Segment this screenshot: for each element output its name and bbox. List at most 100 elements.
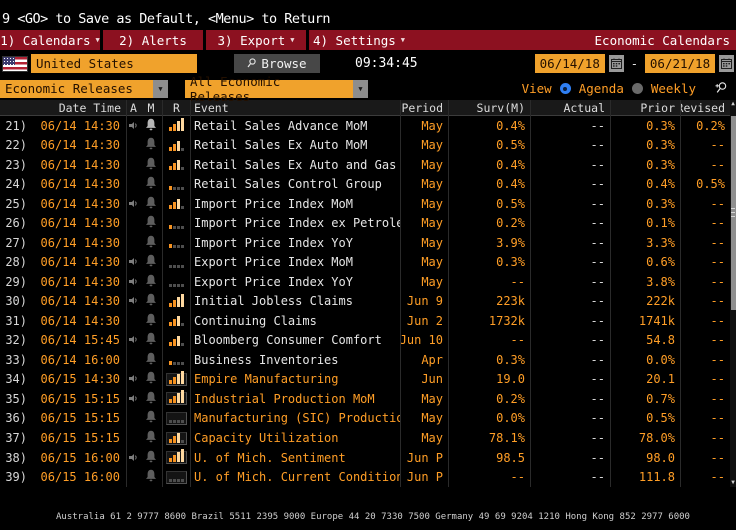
audio-alert-cell[interactable] bbox=[126, 311, 140, 331]
browse-button[interactable]: Browse bbox=[234, 54, 320, 73]
event-name[interactable]: Bloomberg Consumer Comfort bbox=[190, 330, 400, 351]
monitor-alert-cell[interactable] bbox=[140, 350, 162, 370]
monitor-alert-cell[interactable] bbox=[140, 409, 162, 429]
date-to-input[interactable]: 06/21/18 bbox=[645, 54, 715, 73]
audio-alert-cell[interactable] bbox=[126, 155, 140, 175]
audio-alert-cell[interactable] bbox=[126, 135, 140, 156]
audio-alert-cell[interactable] bbox=[126, 330, 140, 351]
scroll-down-arrow-icon[interactable]: ▼ bbox=[731, 479, 735, 486]
table-row[interactable]: 30) 06/14 14:30 Initial Jobless Claims Jun … bbox=[0, 291, 730, 312]
table-row[interactable]: 27) 06/14 14:30 Import Price Index YoY May 3… bbox=[0, 233, 730, 253]
relevance-cell[interactable] bbox=[162, 213, 190, 234]
audio-alert-cell[interactable] bbox=[126, 428, 140, 448]
event-name[interactable]: Export Price Index YoY bbox=[190, 272, 400, 292]
calendar-picker-to-button[interactable] bbox=[719, 55, 734, 72]
audio-alert-cell[interactable] bbox=[126, 408, 140, 429]
search-icon[interactable] bbox=[714, 79, 728, 98]
event-name[interactable]: Retail Sales Advance MoM bbox=[190, 116, 400, 136]
menu-item-settings[interactable]: 4) Settings ▼ bbox=[309, 30, 409, 50]
relevance-cell[interactable] bbox=[162, 350, 190, 370]
monitor-alert-cell[interactable] bbox=[140, 253, 162, 273]
audio-alert-cell[interactable] bbox=[126, 350, 140, 370]
radio-weekly-label[interactable]: Weekly bbox=[650, 81, 696, 96]
event-name[interactable]: Initial Jobless Claims bbox=[190, 291, 400, 312]
vertical-scrollbar[interactable]: ▲ ▼ bbox=[730, 100, 736, 487]
table-row[interactable]: 34) 06/15 14:30 Empire Manufacturing Jun 19.… bbox=[0, 369, 730, 390]
relevance-cell[interactable] bbox=[162, 428, 190, 448]
table-row[interactable]: 36) 06/15 15:15 Manufacturing (SIC) Produc… bbox=[0, 408, 730, 429]
table-row[interactable]: 25) 06/14 14:30 Import Price Index MoM May 0… bbox=[0, 194, 730, 214]
monitor-alert-cell[interactable] bbox=[140, 155, 162, 175]
relevance-cell[interactable] bbox=[162, 252, 190, 273]
monitor-alert-cell[interactable] bbox=[140, 136, 162, 156]
relevance-cell[interactable] bbox=[162, 389, 190, 409]
event-name[interactable]: Retail Sales Ex Auto and Gas bbox=[190, 155, 400, 175]
column-header-period[interactable]: Period bbox=[400, 100, 448, 116]
column-header-prior[interactable]: Prior bbox=[610, 100, 680, 116]
column-header-revised[interactable]: Revised bbox=[680, 100, 730, 116]
country-input[interactable]: United States bbox=[31, 54, 197, 73]
audio-alert-cell[interactable] bbox=[126, 467, 140, 487]
audio-alert-cell[interactable] bbox=[126, 447, 140, 468]
chevron-down-icon[interactable]: ▼ bbox=[153, 79, 168, 98]
table-row[interactable]: 21) 06/14 14:30 Retail Sales Advance MoM Ma… bbox=[0, 116, 730, 136]
audio-alert-cell[interactable] bbox=[126, 213, 140, 234]
chevron-down-icon[interactable]: ▼ bbox=[353, 79, 368, 98]
table-row[interactable]: 29) 06/14 14:30 Export Price Index YoY May -… bbox=[0, 272, 730, 292]
audio-alert-cell[interactable] bbox=[126, 194, 140, 214]
monitor-alert-cell[interactable] bbox=[140, 467, 162, 487]
column-header-relevance[interactable]: R bbox=[162, 100, 190, 116]
relevance-cell[interactable] bbox=[162, 408, 190, 429]
table-row[interactable]: 39) 06/15 16:00 U. of Mich. Current Condit… bbox=[0, 467, 730, 487]
relevance-cell[interactable] bbox=[162, 233, 190, 253]
audio-alert-cell[interactable] bbox=[126, 369, 140, 390]
monitor-alert-cell[interactable] bbox=[140, 331, 162, 351]
relevance-cell[interactable] bbox=[162, 447, 190, 468]
event-name[interactable]: Retail Sales Ex Auto MoM bbox=[190, 135, 400, 156]
event-name[interactable]: Import Price Index ex Petroleu bbox=[190, 213, 400, 234]
monitor-alert-cell[interactable] bbox=[140, 175, 162, 195]
relevance-cell[interactable] bbox=[162, 369, 190, 390]
audio-alert-cell[interactable] bbox=[126, 291, 140, 312]
table-row[interactable]: 22) 06/14 14:30 Retail Sales Ex Auto MoM Ma… bbox=[0, 135, 730, 156]
monitor-alert-cell[interactable] bbox=[140, 292, 162, 312]
event-name[interactable]: Capacity Utilization bbox=[190, 428, 400, 448]
monitor-alert-cell[interactable] bbox=[140, 428, 162, 448]
audio-alert-cell[interactable] bbox=[126, 174, 140, 195]
monitor-alert-cell[interactable] bbox=[140, 311, 162, 331]
subcategory-select[interactable]: All Economic Releases ▼ bbox=[185, 74, 368, 104]
monitor-alert-cell[interactable] bbox=[140, 116, 162, 136]
date-from-input[interactable]: 06/14/18 bbox=[534, 54, 605, 73]
table-row[interactable]: 35) 06/15 15:15 Industrial Production MoM M… bbox=[0, 389, 730, 409]
table-row[interactable]: 24) 06/14 14:30 Retail Sales Control Group… bbox=[0, 174, 730, 195]
event-name[interactable]: U. of Mich. Current Conditions bbox=[190, 467, 400, 487]
monitor-alert-cell[interactable] bbox=[140, 370, 162, 390]
monitor-alert-cell[interactable] bbox=[140, 272, 162, 292]
event-name[interactable]: Manufacturing (SIC) Production bbox=[190, 408, 400, 429]
table-row[interactable]: 32) 06/14 15:45 Bloomberg Consumer Comfort… bbox=[0, 330, 730, 351]
menu-item-export[interactable]: 3) Export ▼ bbox=[206, 30, 306, 50]
table-row[interactable]: 31) 06/14 14:30 Continuing Claims Jun 2 1732… bbox=[0, 311, 730, 331]
scroll-up-arrow-icon[interactable]: ▲ bbox=[731, 100, 735, 107]
table-row[interactable]: 28) 06/14 14:30 Export Price Index MoM May 0… bbox=[0, 252, 730, 273]
radio-weekly[interactable] bbox=[631, 83, 643, 94]
relevance-cell[interactable] bbox=[162, 467, 190, 487]
relevance-cell[interactable] bbox=[162, 330, 190, 351]
relevance-cell[interactable] bbox=[162, 311, 190, 331]
table-row[interactable]: 38) 06/15 16:00 U. of Mich. Sentiment Jun P… bbox=[0, 447, 730, 468]
relevance-cell[interactable] bbox=[162, 116, 190, 136]
table-row[interactable]: 33) 06/14 16:00 Business Inventories Apr 0.3… bbox=[0, 350, 730, 370]
monitor-alert-cell[interactable] bbox=[140, 194, 162, 214]
event-name[interactable]: Retail Sales Control Group bbox=[190, 174, 400, 195]
event-name[interactable]: Export Price Index MoM bbox=[190, 252, 400, 273]
event-name[interactable]: Import Price Index YoY bbox=[190, 233, 400, 253]
menu-item-alerts[interactable]: 2) Alerts bbox=[103, 30, 203, 50]
event-name[interactable]: Import Price Index MoM bbox=[190, 194, 400, 214]
column-header-actual[interactable]: Actual bbox=[530, 100, 610, 116]
audio-alert-cell[interactable] bbox=[126, 389, 140, 409]
column-header-survey[interactable]: Surv(M) bbox=[448, 100, 530, 116]
menu-item-calendars[interactable]: 1) Calendars ▼ bbox=[0, 30, 100, 50]
calendar-picker-from-button[interactable] bbox=[608, 55, 624, 72]
relevance-cell[interactable] bbox=[162, 272, 190, 292]
relevance-cell[interactable] bbox=[162, 291, 190, 312]
